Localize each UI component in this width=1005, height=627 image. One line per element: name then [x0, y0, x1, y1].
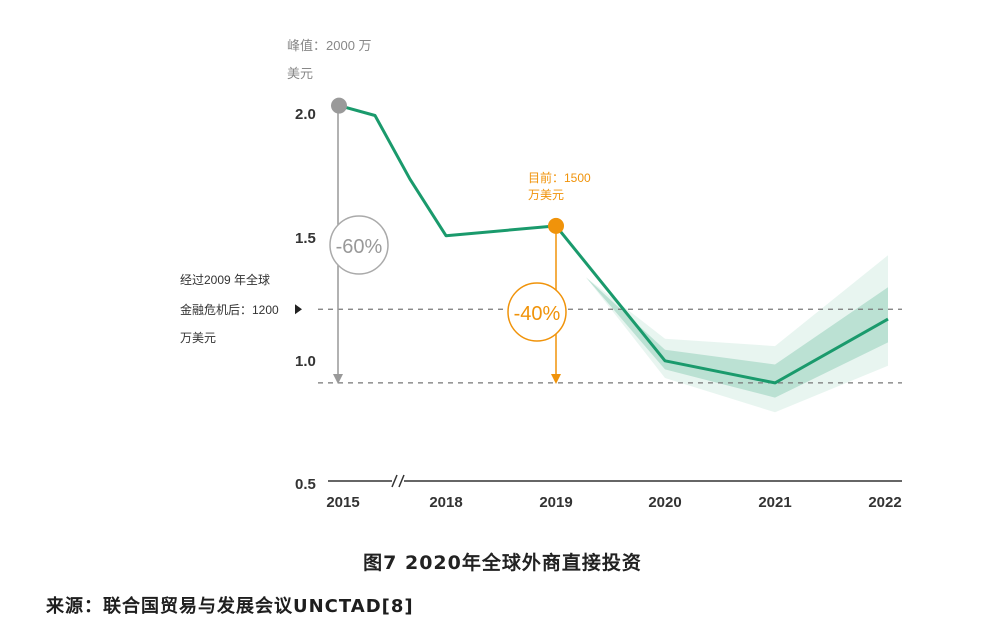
x-tick-label: 2015 [326, 494, 359, 511]
figure-source: 来源：联合国贸易与发展会议UNCTAD[8] [46, 596, 414, 617]
y-tick-label: 1.5 [295, 230, 316, 247]
y-tick-label: 1.0 [295, 353, 316, 370]
x-tick-label: 2021 [758, 494, 791, 511]
axis-break-mark-1 [391, 474, 398, 488]
current-label-line2: 万美元 [528, 188, 564, 202]
drop-40-circle [507, 282, 567, 342]
axis-break-mark-2 [398, 474, 405, 488]
x-tick-label: 2018 [429, 494, 462, 511]
fdi-line [338, 104, 889, 385]
drop-60-arrow-head [333, 374, 343, 384]
figure-caption: 图7 2020年全球外商直接投资 [363, 552, 642, 574]
x-tick-label: 2019 [539, 494, 572, 511]
forecast-band-outer [586, 255, 888, 413]
drop-40-arrow-head [551, 374, 561, 384]
current-marker [548, 217, 564, 234]
y-tick-label: 0.5 [295, 476, 316, 493]
peak-label-line1: 峰值：2000 万 [287, 38, 372, 53]
forecast-band-inner [586, 277, 888, 398]
reference-arrow-marker [295, 304, 302, 315]
crisis-label-line3: 万美元 [180, 331, 216, 345]
current-label-line1: 目前：1500 [528, 170, 591, 185]
crisis-label-line1: 经过2009 年全球 [180, 272, 270, 287]
drop-40-label: -40% [514, 303, 561, 325]
peak-label-line2: 美元 [287, 66, 313, 81]
drop-60-label: -60% [336, 236, 383, 258]
crisis-label-line2: 金融危机后：1200 [180, 302, 279, 317]
y-tick-label: 2.0 [295, 106, 316, 123]
x-tick-label: 2020 [648, 494, 681, 511]
peak-marker [331, 97, 347, 114]
x-tick-label: 2022 [868, 494, 901, 511]
drop-60-circle [329, 215, 389, 275]
